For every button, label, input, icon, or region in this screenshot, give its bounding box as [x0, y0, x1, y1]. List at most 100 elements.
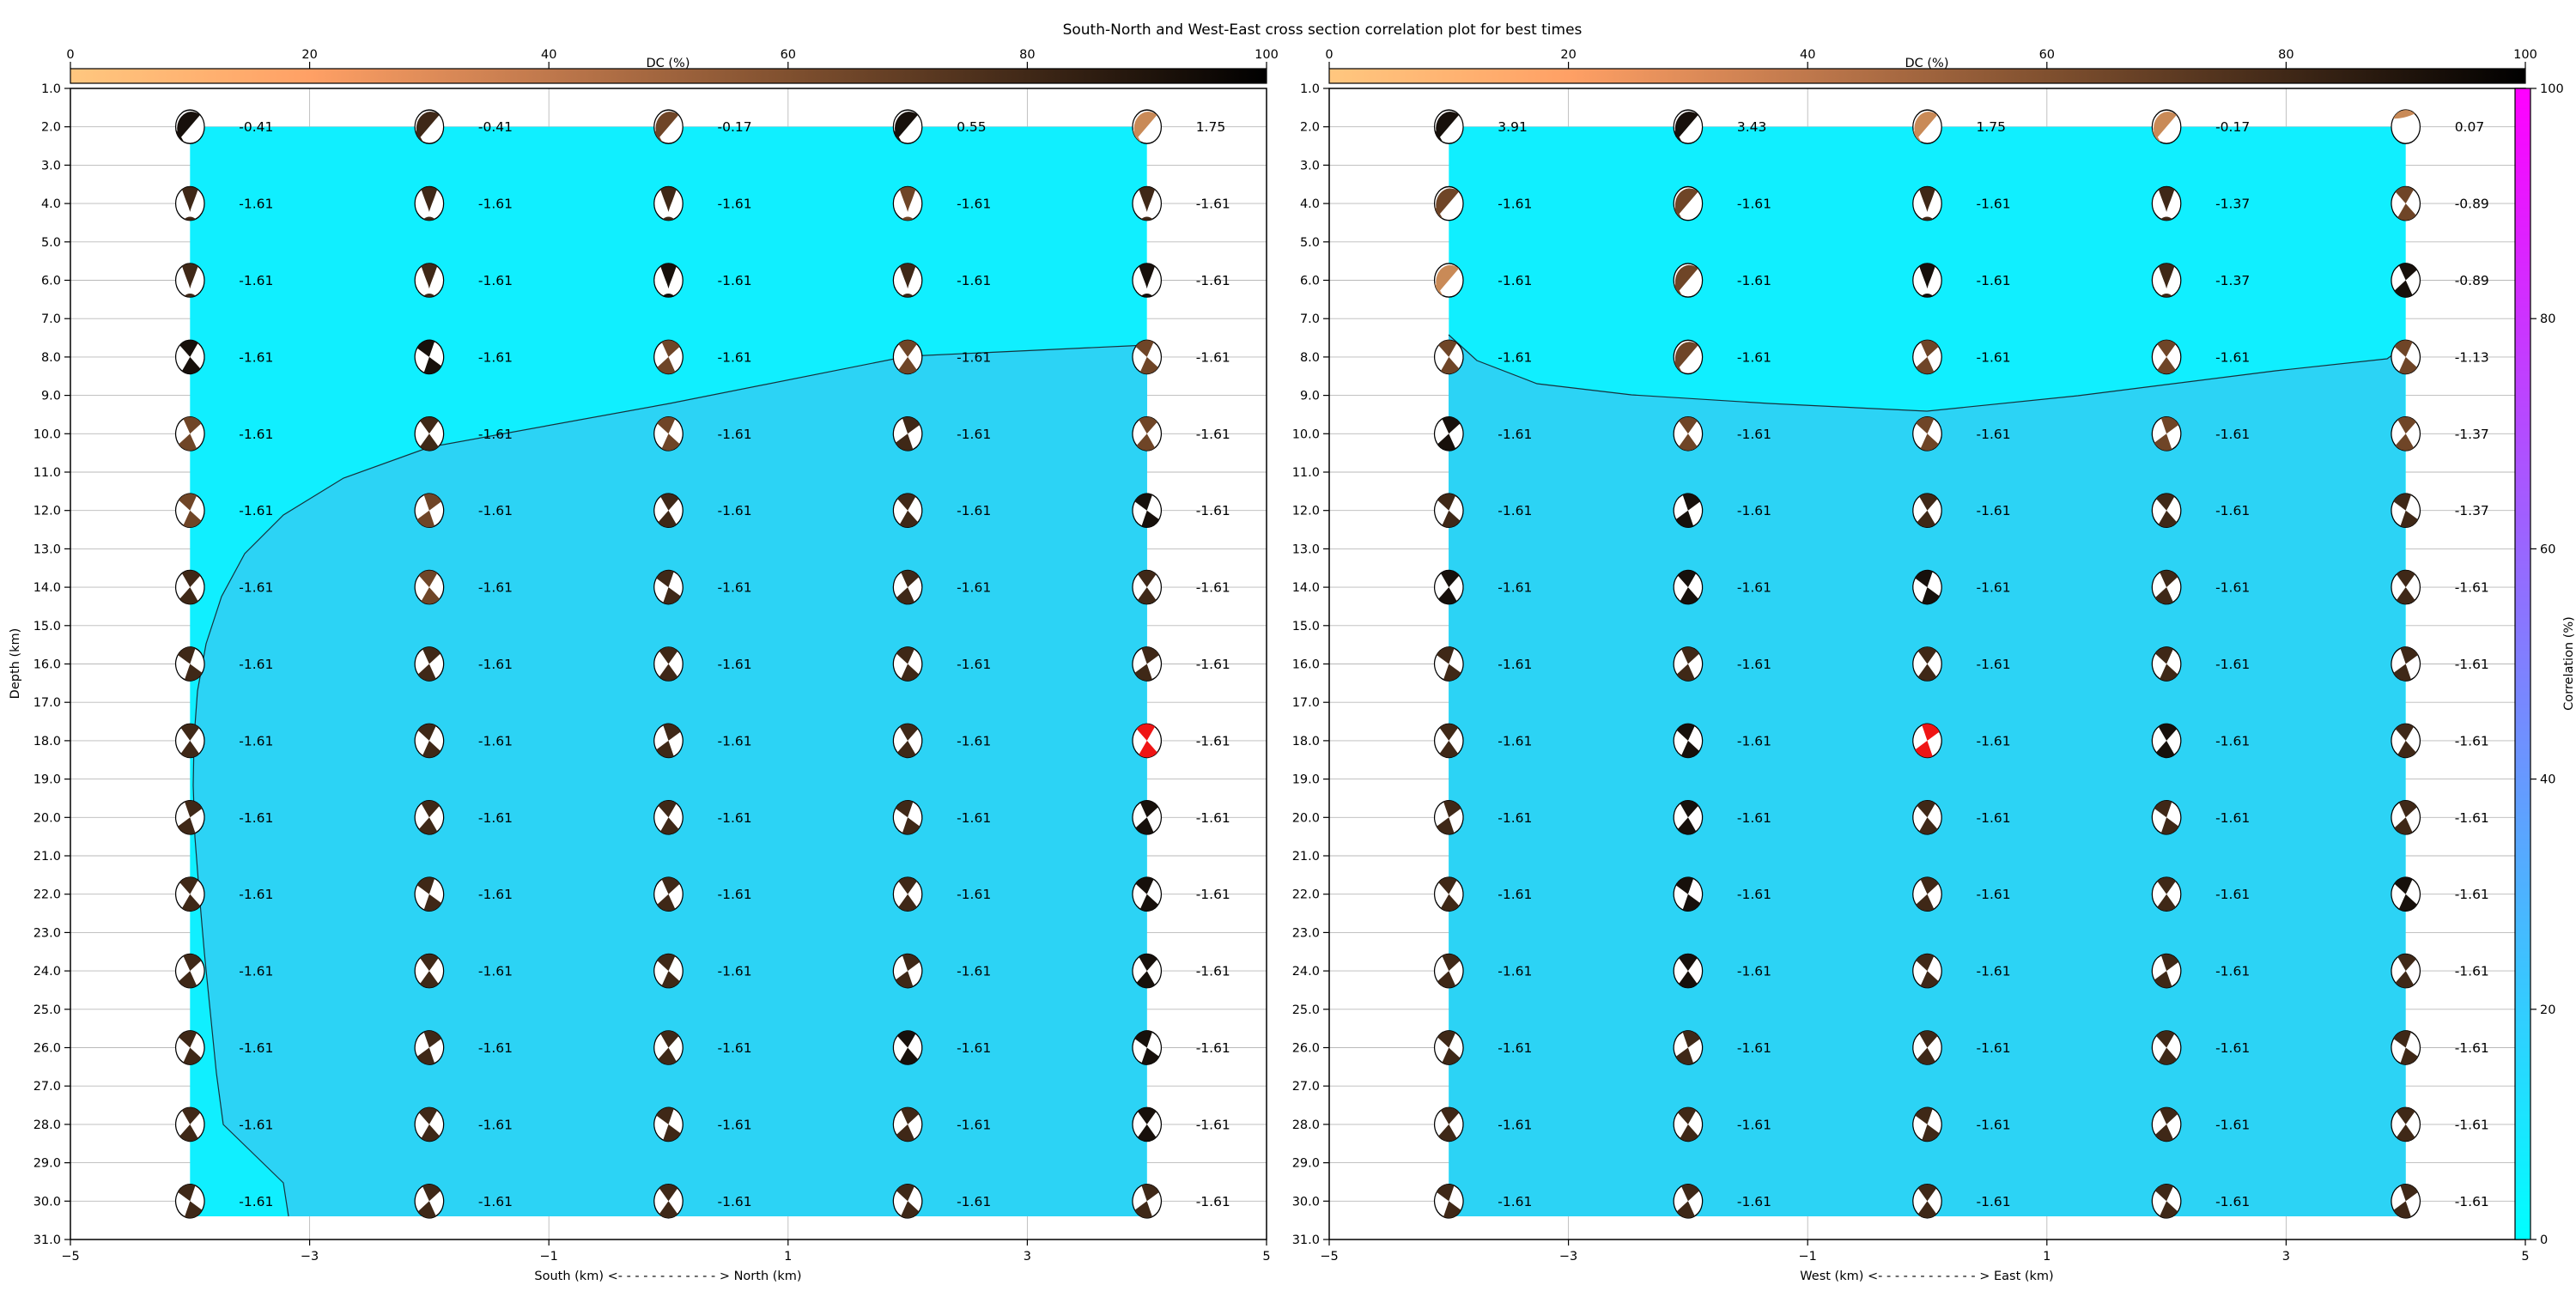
- correlation-value: -1.61: [1196, 1194, 1230, 1209]
- correlation-value: -1.61: [478, 197, 513, 212]
- correlation-value: -1.61: [239, 1040, 273, 1056]
- beachball: [174, 569, 205, 605]
- beachball-quadrant: [661, 433, 680, 451]
- beachball: [653, 416, 683, 452]
- beachball-quadrant: [661, 971, 680, 988]
- beachball: [892, 416, 923, 452]
- beachball: [1433, 1106, 1464, 1143]
- beachball-quadrant: [416, 510, 435, 528]
- correlation-value: -1.61: [239, 580, 273, 596]
- correlation-value: -0.89: [2455, 197, 2489, 212]
- correlation-value: -1.61: [2215, 964, 2250, 979]
- y-tick-label: 14.0: [1292, 581, 1320, 595]
- beachball-quadrant: [2154, 1184, 2173, 1202]
- beachball-quadrant: [1917, 800, 1935, 818]
- beachball: [653, 800, 683, 835]
- y-tick-label: 30.0: [1292, 1195, 1320, 1209]
- correlation-value: -1.61: [1737, 733, 1771, 749]
- correlation-value: -1.61: [2455, 887, 2489, 902]
- beachball-quadrant: [1133, 130, 1141, 142]
- correlation-value: -1.61: [478, 1194, 513, 1209]
- beachball-quadrant: [1442, 954, 1461, 972]
- beachball-quadrant: [2156, 1030, 2175, 1048]
- beachball-quadrant: [422, 740, 441, 758]
- beachball-quadrant: [416, 340, 435, 357]
- beachball-quadrant: [179, 971, 197, 988]
- beachball: [653, 953, 683, 989]
- correlation-value: -1.61: [1977, 580, 2011, 596]
- beachball: [414, 109, 445, 144]
- correlation-value: -1.61: [1977, 503, 2011, 518]
- beachball-quadrant: [2393, 664, 2411, 682]
- contour-line: [192, 344, 1148, 1217]
- beachball-quadrant: [896, 1184, 914, 1202]
- correlation-value: -1.61: [957, 887, 991, 902]
- correlation-value: -1.61: [957, 503, 991, 518]
- correlation-value: -1.37: [2455, 427, 2489, 442]
- beachball-quadrant: [657, 954, 676, 972]
- dc-colorbar-tick-label: 80: [2278, 48, 2293, 62]
- beachball-quadrant: [1437, 971, 1456, 988]
- beachball-quadrant: [1139, 416, 1157, 434]
- beachball: [1433, 493, 1464, 528]
- correlation-value: -1.61: [1196, 1117, 1230, 1132]
- beachball: [1433, 416, 1464, 452]
- beachball-quadrant: [1915, 740, 1933, 758]
- beachball-quadrant: [417, 664, 436, 682]
- correlation-value: -1.61: [1196, 1040, 1230, 1056]
- beachball-quadrant: [1682, 494, 1701, 511]
- correlation-value: -1.61: [957, 657, 991, 672]
- beachball: [414, 339, 445, 375]
- beachball-quadrant: [2158, 724, 2178, 741]
- correlation-value: -1.61: [1498, 810, 1532, 826]
- beachball-quadrant: [1134, 494, 1152, 511]
- beachball: [2391, 185, 2421, 221]
- beachball-quadrant: [2154, 646, 2173, 664]
- beachball-quadrant: [2154, 971, 2172, 988]
- correlation-value: -1.61: [718, 810, 752, 826]
- correlation-value: -1.61: [957, 427, 991, 442]
- y-tick-label: 8.0: [1300, 351, 1320, 365]
- beachball-quadrant: [2396, 570, 2415, 588]
- beachball-quadrant: [420, 954, 439, 972]
- beachball: [414, 569, 445, 605]
- beachball: [1132, 185, 1163, 221]
- beachball-quadrant: [1139, 356, 1158, 374]
- beachball-quadrant: [1921, 293, 1934, 298]
- beachball-quadrant: [421, 186, 438, 212]
- y-tick-label: 13.0: [33, 542, 61, 556]
- beachball: [892, 339, 923, 375]
- beachball-quadrant: [2152, 130, 2161, 142]
- beachball-quadrant: [2394, 817, 2413, 834]
- beachball: [1912, 1106, 1942, 1143]
- y-tick-label: 25.0: [1292, 1003, 1320, 1017]
- generated-plot-content: 0 20 40 60 80 100−5 −3 −1 1 3 51.02.03.04.05.06.07…: [33, 48, 2564, 1264]
- y-tick-label: 20.0: [1292, 811, 1320, 825]
- beachball-quadrant: [901, 570, 920, 588]
- beachball-quadrant: [1439, 740, 1459, 758]
- x-tick-label: 5: [1262, 1250, 1270, 1264]
- beachball: [892, 953, 923, 989]
- y-tick-label: 18.0: [33, 735, 61, 749]
- correlation-value: -1.61: [1196, 273, 1230, 288]
- beachball-quadrant: [1434, 130, 1443, 142]
- y-tick-label: 27.0: [33, 1080, 61, 1094]
- beachball: [1673, 263, 1704, 298]
- dc-colorbar-tick-label: 0: [66, 48, 74, 62]
- beachball-quadrant: [2393, 1201, 2411, 1218]
- beachball-quadrant: [895, 971, 914, 988]
- beachball-quadrant: [1916, 954, 1935, 972]
- beachball-quadrant: [1675, 510, 1694, 528]
- correlation-value: -1.61: [1498, 427, 1532, 442]
- beachball: [1673, 569, 1704, 605]
- correlation-value: -1.13: [2455, 349, 2489, 365]
- beachball-quadrant: [2158, 1047, 2178, 1065]
- correlation-value: -1.61: [478, 657, 513, 672]
- beachball: [653, 185, 683, 221]
- beachball: [2151, 569, 2182, 605]
- beachball: [1673, 876, 1704, 912]
- beachball: [2151, 953, 2182, 989]
- beachball-quadrant: [415, 130, 423, 142]
- beachball: [892, 1184, 923, 1219]
- y-tick-label: 15.0: [1292, 620, 1320, 633]
